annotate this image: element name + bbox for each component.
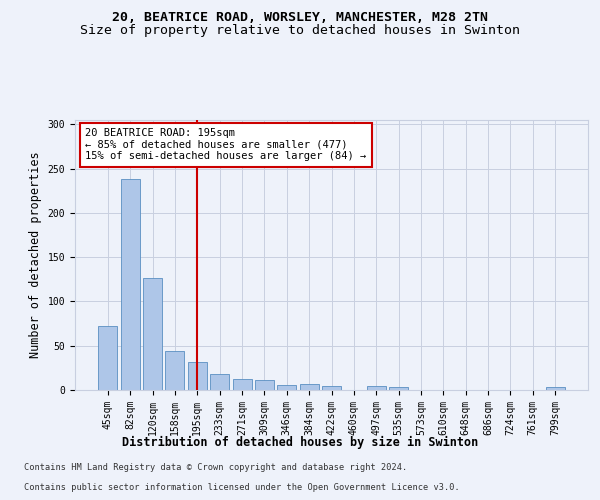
Bar	[389, 388, 408, 390]
Y-axis label: Number of detached properties: Number of detached properties	[29, 152, 42, 358]
Bar	[166, 351, 184, 390]
Bar	[255, 380, 274, 390]
Bar	[233, 380, 251, 390]
Bar	[98, 326, 118, 390]
Bar	[322, 386, 341, 390]
Text: Contains public sector information licensed under the Open Government Licence v3: Contains public sector information licen…	[24, 484, 460, 492]
Text: Contains HM Land Registry data © Crown copyright and database right 2024.: Contains HM Land Registry data © Crown c…	[24, 464, 407, 472]
Bar	[143, 278, 162, 390]
Bar	[121, 180, 140, 390]
Bar	[188, 362, 207, 390]
Bar	[299, 384, 319, 390]
Text: Size of property relative to detached houses in Swinton: Size of property relative to detached ho…	[80, 24, 520, 37]
Text: 20, BEATRICE ROAD, WORSLEY, MANCHESTER, M28 2TN: 20, BEATRICE ROAD, WORSLEY, MANCHESTER, …	[112, 11, 488, 24]
Text: Distribution of detached houses by size in Swinton: Distribution of detached houses by size …	[122, 436, 478, 449]
Bar	[545, 388, 565, 390]
Bar	[277, 384, 296, 390]
Bar	[210, 374, 229, 390]
Bar	[367, 386, 386, 390]
Text: 20 BEATRICE ROAD: 195sqm
← 85% of detached houses are smaller (477)
15% of semi-: 20 BEATRICE ROAD: 195sqm ← 85% of detach…	[85, 128, 367, 162]
